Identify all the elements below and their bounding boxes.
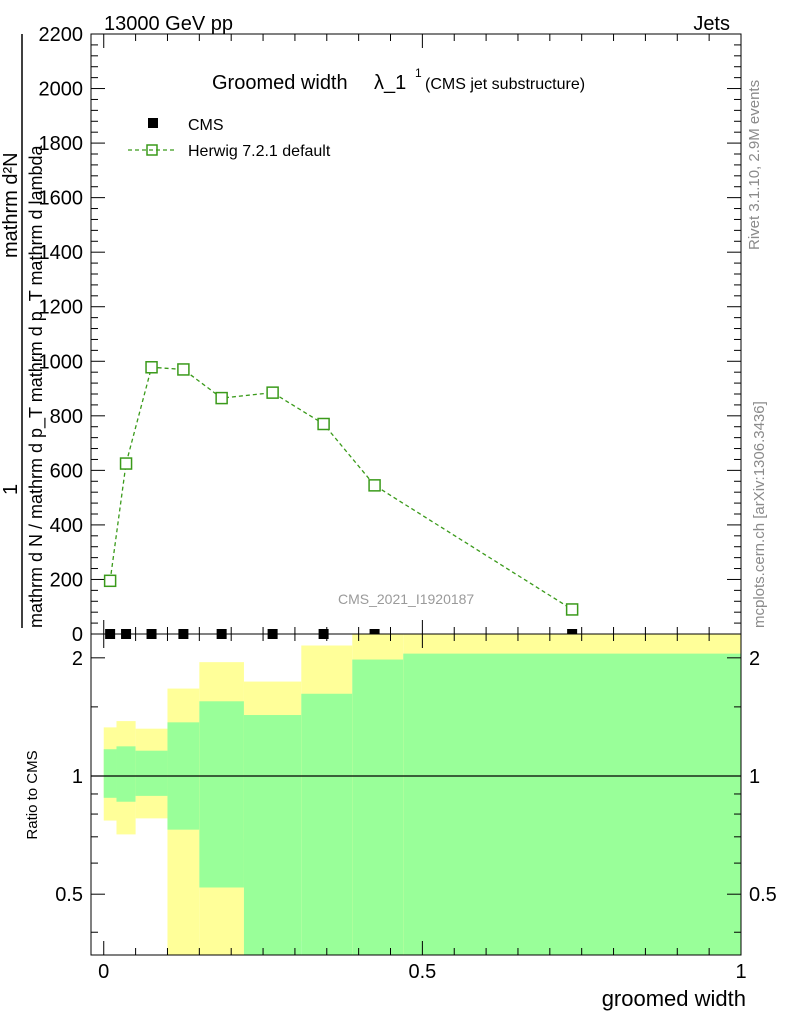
y-tick-label: 2200 xyxy=(39,24,84,46)
herwig-data-point xyxy=(368,479,381,492)
ratio-y-tick-label-right: 1 xyxy=(749,766,760,788)
ratio-y-tick-label-left: 2 xyxy=(72,648,83,670)
y-tick-label: 1400 xyxy=(39,242,84,264)
y-tick-label: 0 xyxy=(72,624,83,646)
legend: CMS Herwig 7.2.1 default xyxy=(128,117,331,160)
ratio-inner-band xyxy=(135,750,168,796)
y-tick-label: 2000 xyxy=(39,79,84,101)
ratio-inner-band xyxy=(243,715,302,955)
ratio-inner-band xyxy=(403,653,741,955)
y-tick-label: 200 xyxy=(50,569,83,591)
ylabel-denominator: mathrm d N / mathrm d p_T mathrm d p_T m… xyxy=(26,145,47,628)
x-tick-label: 1 xyxy=(735,961,746,983)
ratio-plot-frame xyxy=(90,633,742,956)
legend-cms-label: CMS xyxy=(188,117,224,134)
ratio-y-tick-label-right: 2 xyxy=(749,648,760,670)
header-right: Jets xyxy=(693,13,730,35)
ylabel-numerator: 1 xyxy=(0,484,22,495)
y-tick-label: 1600 xyxy=(39,188,84,210)
y-tick-label: 1000 xyxy=(39,351,84,373)
legend-cms-marker xyxy=(148,118,158,128)
x-tick-label: 0.5 xyxy=(408,961,436,983)
y-tick-label: 800 xyxy=(50,406,83,428)
ratio-axis-ticks: 0.5 0.5 1 1 2 2 0 0.5 1 xyxy=(55,634,777,983)
analysis-watermark: CMS_2021_I1920187 xyxy=(338,591,474,607)
herwig-data-point xyxy=(177,363,190,376)
ratio-bands-layer xyxy=(91,634,741,955)
plot-title: Groomed width λ_1 1 (CMS jet substructur… xyxy=(212,66,585,94)
y-tick-label: 600 xyxy=(50,460,83,482)
ratio-inner-band xyxy=(103,749,117,798)
y-tick-label: 1200 xyxy=(39,297,84,319)
ratio-y-tick-label-left: 1 xyxy=(72,766,83,788)
y-tick-label: 1800 xyxy=(39,133,84,155)
ratio-inner-band xyxy=(116,746,136,802)
plot-title-subtitle: (CMS jet substructure) xyxy=(425,76,585,93)
herwig-data-point xyxy=(565,603,579,616)
ratio-inner-band xyxy=(301,693,353,955)
herwig-data-point xyxy=(145,361,158,374)
ratio-ylabel: Ratio to CMS xyxy=(24,750,41,839)
rivet-label: Rivet 3.1.10, 2.9M events xyxy=(746,80,763,250)
plot-title-superscript: 1 xyxy=(415,66,422,80)
y-tick-label: 400 xyxy=(50,515,83,537)
header-left: 13000 GeV pp xyxy=(104,13,233,35)
ratio-inner-band xyxy=(199,701,244,888)
ratio-y-tick-label-right: 0.5 xyxy=(749,884,777,906)
ratio-y-tick-label-left: 0.5 xyxy=(55,884,83,906)
top-axis-ticks: 0 200 400 600 800 1000 1200 1400 1600 1800 2000 220… xyxy=(39,24,742,646)
herwig-line xyxy=(109,366,573,611)
herwig-data-point xyxy=(215,391,228,405)
herwig-data-point xyxy=(317,417,330,431)
plot-title-symbol: λ_1 xyxy=(374,72,406,94)
legend-herwig-label: Herwig 7.2.1 default xyxy=(188,143,331,160)
herwig-data-point xyxy=(119,457,133,470)
herwig-data-point xyxy=(266,386,279,399)
x-tick-label: 0 xyxy=(98,961,109,983)
ylabel-numerator-upper: mathrm d²N xyxy=(0,152,22,258)
ratio-inner-band xyxy=(352,659,404,955)
legend-herwig-marker xyxy=(146,144,158,156)
mcplots-label: mcplots.cern.ch [arXiv:1306.3436] xyxy=(751,401,768,628)
herwig-data-point xyxy=(103,574,117,588)
x-axis-label: groomed width xyxy=(602,986,746,1011)
plot-title-main: Groomed width xyxy=(212,72,348,94)
